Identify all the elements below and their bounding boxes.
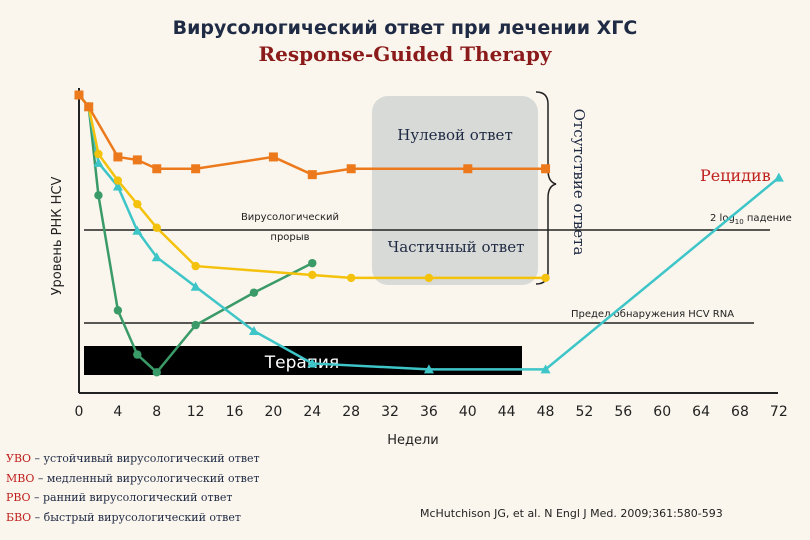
series-3 — [74, 90, 317, 377]
data-point — [133, 199, 142, 209]
response-brace — [535, 91, 557, 285]
x-tick-label: 20 — [264, 404, 282, 420]
x-tick-label: 64 — [692, 404, 710, 420]
data-point — [541, 273, 550, 283]
x-ticks: 0 4 8 12 16 20 24 28 32 36 40 44 48 52 56 60 64 68 72 — [75, 404, 788, 420]
x-tick-label: 32 — [381, 404, 399, 420]
x-tick-label: 12 — [187, 404, 205, 420]
breakthrough-label-line1: Вирусологический — [241, 212, 339, 223]
data-point — [191, 164, 201, 174]
citation: McHutchison JG, et al. N Engl J Med. 200… — [420, 507, 723, 520]
x-tick-label: 8 — [152, 404, 161, 420]
data-point — [191, 261, 200, 271]
data-point — [152, 223, 161, 232]
x-tick-label: 56 — [614, 404, 632, 420]
data-point — [94, 149, 103, 159]
legend-abbr-bvo: БВО — [6, 511, 32, 524]
breakthrough-label-line2: прорыв — [270, 232, 309, 243]
data-point — [308, 270, 317, 280]
relapse-label: Рецидив — [700, 166, 771, 185]
legend-row-mvo: МВО – медленный вирусологический ответ — [6, 472, 259, 485]
x-tick-label: 52 — [576, 404, 594, 420]
data-point — [248, 326, 259, 335]
y-axis-label: Уровень РНК HCV — [50, 176, 65, 295]
series-0 — [74, 90, 551, 180]
data-point — [113, 152, 123, 162]
data-point — [132, 155, 142, 165]
x-tick-label: 68 — [731, 404, 749, 420]
data-point — [191, 320, 200, 330]
log-drop-label: 2 log10 падение — [710, 213, 792, 226]
data-point — [773, 172, 784, 182]
data-point — [84, 102, 94, 112]
data-point — [346, 273, 356, 283]
data-point — [424, 273, 434, 283]
legend-abbr-mvo: МВО — [6, 472, 35, 485]
data-point — [152, 368, 161, 377]
data-point — [132, 225, 143, 235]
data-point — [112, 181, 123, 191]
data-point — [133, 350, 142, 359]
data-point — [308, 258, 317, 268]
data-point — [423, 364, 434, 374]
x-tick-label: 4 — [113, 404, 122, 420]
data-point — [151, 252, 162, 262]
x-tick-label: 24 — [303, 404, 321, 420]
data-point — [541, 164, 551, 174]
legend-text-bvo: – быстрый вирусологический ответ — [31, 511, 241, 524]
data-point — [307, 170, 317, 180]
data-point — [93, 157, 104, 167]
x-axis-label: Недели — [387, 433, 439, 448]
data-point — [307, 358, 318, 368]
legend-row-bvo: БВО – быстрый вирусологический ответ — [6, 511, 241, 524]
x-tick-label: 16 — [226, 404, 244, 420]
legend-abbr-rvo: РВО — [6, 491, 31, 504]
data-point — [113, 306, 123, 315]
therapy-label: Терапия — [264, 353, 339, 373]
x-tick-label: 48 — [537, 404, 555, 420]
legend-row-rvo: РВО – ранний вирусологический ответ — [6, 491, 232, 504]
data-point — [113, 176, 123, 185]
legend-text-uvo: – устойчивый вирусологический ответ — [31, 452, 260, 465]
data-point — [94, 191, 103, 200]
data-point — [74, 90, 84, 100]
data-point — [540, 364, 551, 374]
null-response-label: Нулевой ответ — [397, 126, 513, 144]
x-tick-label: 44 — [498, 404, 516, 420]
legend-abbr-uvo: УВО — [6, 452, 32, 465]
series-layer — [74, 90, 784, 377]
data-point — [152, 164, 162, 174]
legend-text-mvo: – медленный вирусологический ответ — [34, 472, 260, 485]
detection-limit-label: Предел обнаружения HCV RNA — [571, 309, 734, 320]
x-tick-label: 0 — [75, 404, 84, 420]
x-tick-label: 72 — [770, 404, 788, 420]
data-point — [346, 164, 356, 174]
x-tick-label: 28 — [342, 404, 360, 420]
x-tick-label: 40 — [459, 404, 477, 420]
partial-response-label: Частичный ответ — [388, 238, 525, 256]
data-point — [463, 164, 473, 174]
x-tick-label: 36 — [420, 404, 438, 420]
data-point — [190, 281, 201, 291]
chart-subtitle: Response-Guided Therapy — [259, 42, 553, 66]
data-point — [268, 152, 278, 162]
response-zone-box — [372, 96, 538, 285]
chart-title: Вирусологический ответ при лечении ХГС — [173, 17, 638, 39]
legend-text-rvo: – ранний вирусологический ответ — [30, 491, 233, 504]
legend-row-uvo: УВО – устойчивый вирусологический ответ — [6, 452, 260, 465]
x-tick-label: 60 — [653, 404, 671, 420]
data-point — [249, 288, 259, 297]
absence-response-label: Отсутствие ответа — [570, 109, 588, 256]
